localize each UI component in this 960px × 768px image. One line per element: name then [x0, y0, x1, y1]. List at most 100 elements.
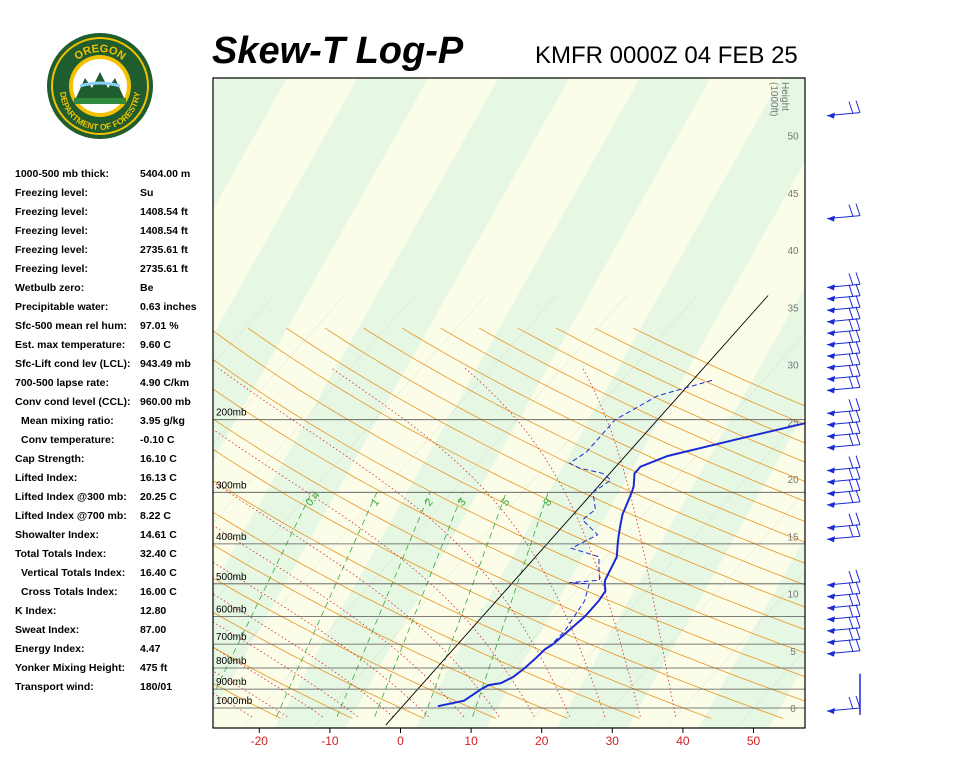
stat-label: Mean mixing ratio:	[21, 415, 114, 427]
oregon-forestry-logo: OREGON DEPARTMENT OF FORESTRY	[47, 33, 153, 139]
dry-adiabat-line	[213, 330, 805, 631]
height-tick-label: 35	[787, 303, 799, 314]
height-axis-title: Height(1000ft)	[768, 82, 790, 116]
stat-label: Wetbulb zero:	[15, 282, 85, 294]
wind-barb-feather	[855, 627, 861, 640]
stat-row: K Index: 12.80	[15, 605, 215, 624]
wind-barb-feather	[855, 466, 861, 480]
wind-barb	[826, 306, 861, 325]
wind-barb-feather	[848, 330, 854, 343]
wind-barb-feather	[848, 639, 854, 652]
wind-barb	[826, 295, 861, 314]
wind-barb-feather	[855, 317, 861, 331]
stat-label: Vertical Totals Index:	[21, 567, 126, 579]
stat-label: Lifted Index @700 mb:	[15, 510, 127, 522]
wind-barb-feather	[855, 615, 861, 629]
wind-barb-feather	[848, 376, 854, 389]
wind-barb	[826, 283, 861, 302]
wind-barb	[826, 627, 861, 646]
wind-barb-feather	[855, 421, 861, 434]
stat-row: Wetbulb zero: Be	[15, 282, 215, 301]
stat-row: Est. max temperature: 9.60 C	[15, 339, 215, 358]
wind-barb	[826, 272, 861, 291]
isotherm-line	[526, 412, 805, 726]
wind-barb-feather	[855, 512, 861, 525]
wind-barb-feather	[848, 410, 854, 423]
stat-label: Sfc-Lift cond lev (LCL):	[15, 358, 131, 370]
isotherm-line	[597, 491, 805, 726]
wind-barb-feather	[848, 273, 854, 286]
stat-value: -0.10 C	[140, 434, 175, 446]
wind-barb-feather	[848, 582, 854, 595]
isotherm-line	[0, 296, 203, 726]
stat-value: 16.10 C	[140, 453, 177, 465]
wind-barb-feather	[848, 467, 854, 481]
pressure-label: 900mb	[216, 677, 247, 688]
stat-label: Freezing level:	[15, 225, 88, 237]
stat-value: 943.49 mb	[140, 358, 191, 370]
wind-barb-feather	[855, 524, 861, 537]
dry-adiabat-line	[0, 328, 209, 718]
pressure-label: 500mb	[216, 572, 247, 583]
dry-adiabat-line	[213, 359, 805, 654]
wind-barb-feather	[848, 593, 854, 607]
dry-adiabat-line	[213, 683, 281, 719]
stat-label: Energy Index:	[15, 643, 85, 655]
logo-top-text: OREGON	[72, 43, 127, 63]
height-tick-label: 45	[787, 189, 799, 200]
stat-value: Be	[140, 282, 154, 294]
wind-barb-feather	[848, 433, 854, 446]
isotherm-line	[213, 295, 486, 603]
mixing-ratio-lines	[213, 492, 549, 717]
dry-adiabat-line	[247, 327, 805, 608]
pressure-label: 200mb	[216, 408, 247, 419]
wind-barb-flag	[827, 215, 835, 222]
wind-barb-feather	[848, 364, 854, 378]
dry-adiabat-line	[213, 448, 784, 719]
wind-barb-feather	[855, 581, 861, 594]
wind-barb	[826, 409, 861, 428]
temperature-band	[0, 38, 168, 768]
wind-barb-feather	[848, 296, 854, 309]
isotherm-line	[315, 295, 698, 726]
wind-barb-flag	[827, 341, 835, 348]
stat-value: 16.40 C	[140, 567, 177, 579]
stat-label: Lifted Index:	[15, 472, 78, 484]
dry-adiabat-line	[324, 327, 805, 564]
wind-barb-feather	[848, 525, 854, 538]
stat-value: 12.80	[140, 605, 167, 617]
wind-barb-flag	[827, 524, 835, 531]
dry-adiabat-line	[363, 327, 805, 543]
stat-value: 180/01	[140, 681, 173, 693]
isotherm-line	[456, 333, 805, 726]
stat-value: 2735.61 ft	[140, 244, 188, 256]
stat-row: Vertical Totals Index: 16.40 C	[15, 567, 215, 586]
stat-row: Sfc-500 mean rel hum: 97.01 %	[15, 320, 215, 339]
wind-barb-feather	[855, 295, 861, 308]
plot-frame	[212, 77, 806, 729]
x-axis-tick-label: 50	[747, 734, 761, 748]
x-axis-tick-label: 20	[535, 734, 549, 748]
wind-barb	[826, 569, 861, 589]
height-tick-label: 0	[790, 704, 796, 715]
wind-barb-feather	[848, 422, 854, 435]
stat-row: Freezing level: 1408.54 ft	[15, 206, 215, 225]
isotherm-line	[244, 295, 628, 726]
height-tick-label: 15	[787, 532, 799, 543]
height-axis-title-line: (1000ft)	[768, 82, 779, 116]
isotherm-line	[213, 295, 416, 523]
height-tick-label: 50	[787, 132, 799, 143]
height-axis-title-line: Height	[779, 82, 790, 111]
wind-barb	[826, 203, 861, 222]
pressure-label: 700mb	[216, 632, 247, 643]
dry-adiabat-line	[213, 646, 353, 719]
wind-barb	[826, 398, 861, 417]
isotherm-line	[0, 296, 62, 726]
stat-label: Cross Totals Index:	[21, 586, 118, 598]
wind-barb	[826, 695, 861, 714]
zero-isotherm	[385, 295, 769, 726]
height-tick-label: 5	[790, 647, 796, 658]
dry-adiabat-line	[0, 328, 137, 718]
wind-barb-flag	[827, 387, 835, 394]
stat-value: 14.61 C	[140, 529, 177, 541]
